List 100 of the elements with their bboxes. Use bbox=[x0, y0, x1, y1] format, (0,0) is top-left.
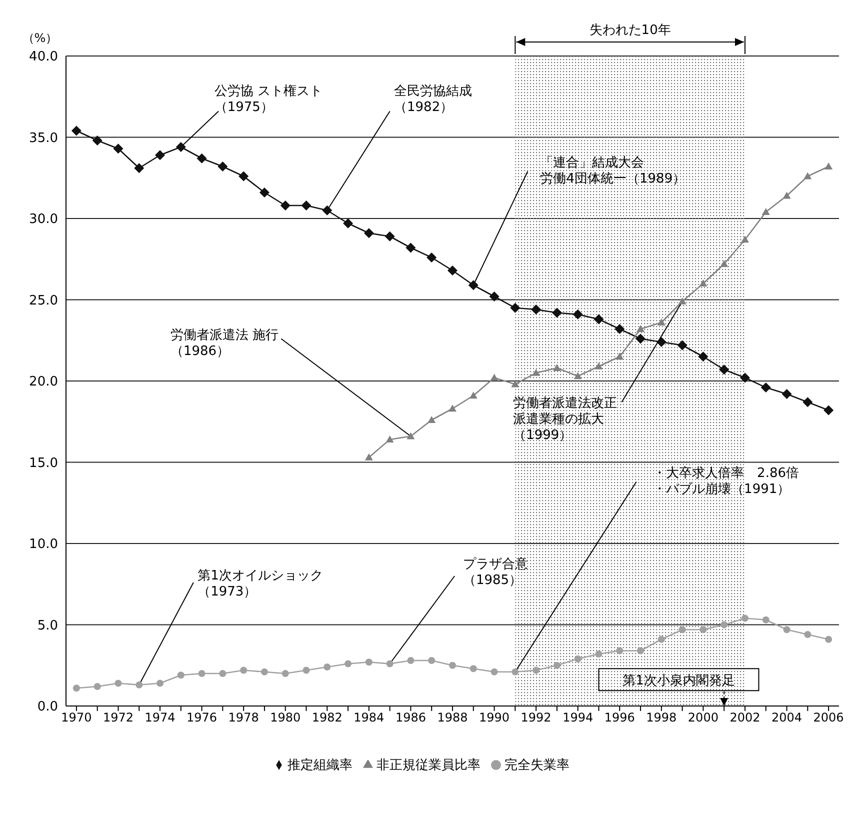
point bbox=[428, 657, 436, 664]
point bbox=[512, 668, 519, 676]
point bbox=[720, 260, 728, 267]
point bbox=[469, 392, 478, 399]
point bbox=[259, 188, 270, 198]
point bbox=[364, 453, 373, 460]
point bbox=[636, 325, 645, 332]
point bbox=[531, 304, 542, 314]
annotation: 全民労協結成（1982） bbox=[394, 84, 472, 115]
point bbox=[71, 126, 82, 136]
x-tick-label: 1974 bbox=[144, 710, 176, 725]
x-tick-label: 1998 bbox=[646, 710, 677, 725]
point bbox=[720, 621, 728, 628]
x-tick-label: 1988 bbox=[437, 710, 468, 725]
legend-label: 非正規従業員比率 bbox=[376, 758, 480, 773]
point bbox=[574, 655, 582, 662]
point bbox=[825, 636, 832, 643]
point bbox=[700, 626, 707, 634]
band-label: 失われた10年 bbox=[589, 23, 671, 38]
point bbox=[762, 208, 770, 215]
point bbox=[719, 364, 730, 375]
point bbox=[301, 200, 312, 210]
point bbox=[468, 280, 478, 290]
annotation: 「連合」結成大会労働4団体統一（1989） bbox=[540, 156, 686, 186]
annotation: ・大卒求人倍率 2.86倍・バブル崩壊（1991） bbox=[653, 464, 800, 497]
point bbox=[782, 192, 791, 199]
point bbox=[344, 660, 352, 668]
point bbox=[470, 665, 477, 672]
point bbox=[72, 684, 80, 692]
point bbox=[386, 660, 394, 668]
point bbox=[574, 372, 582, 380]
point bbox=[384, 231, 395, 242]
point bbox=[280, 200, 290, 210]
point bbox=[594, 314, 604, 324]
point bbox=[741, 614, 748, 622]
point bbox=[616, 647, 624, 654]
point bbox=[448, 266, 458, 276]
point bbox=[365, 658, 372, 666]
point bbox=[532, 666, 540, 674]
legend-label: 推定組織率 bbox=[288, 758, 352, 773]
point bbox=[552, 308, 562, 318]
x-tick-label: 2000 bbox=[688, 710, 718, 725]
point bbox=[614, 324, 625, 334]
y-tick-label: 35.0 bbox=[29, 130, 58, 146]
point bbox=[407, 657, 414, 664]
y-tick-label: 25.0 bbox=[29, 293, 58, 308]
point bbox=[176, 142, 186, 152]
x-tick-label: 1994 bbox=[562, 710, 594, 725]
x-tick-label: 2004 bbox=[771, 710, 802, 725]
point bbox=[114, 680, 122, 687]
point bbox=[156, 680, 164, 687]
point bbox=[804, 631, 812, 638]
x-tick-label: 1972 bbox=[102, 710, 134, 725]
point bbox=[364, 228, 374, 238]
point bbox=[490, 668, 498, 676]
point bbox=[406, 242, 416, 253]
annotation: 労働者派遣法 施行（1986） bbox=[170, 328, 279, 359]
annotation: 公労協 スト権スト（1975） bbox=[214, 84, 322, 115]
point bbox=[510, 302, 520, 313]
point bbox=[113, 144, 124, 154]
point bbox=[136, 681, 143, 688]
point bbox=[386, 436, 394, 442]
legend-label: 完全失業率 bbox=[504, 758, 570, 773]
point bbox=[343, 218, 354, 228]
point bbox=[783, 626, 790, 634]
point bbox=[198, 670, 206, 677]
point bbox=[760, 382, 771, 392]
y-tick-label: 10.0 bbox=[29, 537, 58, 552]
point bbox=[595, 650, 602, 658]
x-tick-label: 1978 bbox=[228, 710, 259, 725]
point bbox=[282, 670, 289, 677]
point bbox=[698, 352, 708, 362]
point bbox=[155, 150, 166, 160]
point bbox=[553, 662, 560, 669]
x-tick-label: 1990 bbox=[479, 710, 510, 725]
x-tick-label: 1996 bbox=[604, 710, 635, 725]
point bbox=[134, 163, 144, 174]
x-tick-label: 2006 bbox=[813, 710, 844, 725]
annotation: プラザ合意（1985） bbox=[462, 556, 528, 588]
point bbox=[824, 405, 834, 416]
annotation: 労働者派遣法改正派遣業種の拡大（1999） bbox=[513, 396, 618, 443]
point bbox=[449, 662, 456, 669]
x-tick-label: 1976 bbox=[186, 710, 218, 725]
point bbox=[782, 389, 792, 399]
y-tick-label: 20.0 bbox=[29, 374, 58, 390]
point bbox=[762, 616, 770, 624]
point bbox=[594, 362, 603, 370]
point bbox=[92, 136, 102, 146]
point bbox=[322, 205, 332, 216]
point bbox=[637, 647, 644, 654]
point bbox=[426, 252, 437, 262]
point bbox=[804, 172, 812, 180]
x-tick-label: 1980 bbox=[270, 710, 301, 725]
point bbox=[678, 626, 686, 634]
x-tick-label: 1984 bbox=[354, 710, 384, 725]
annotation: 第1次小泉内閣発足 bbox=[622, 674, 735, 689]
point bbox=[260, 668, 268, 676]
point bbox=[656, 337, 666, 347]
point bbox=[219, 670, 226, 677]
x-tick-label: 1982 bbox=[312, 710, 342, 725]
